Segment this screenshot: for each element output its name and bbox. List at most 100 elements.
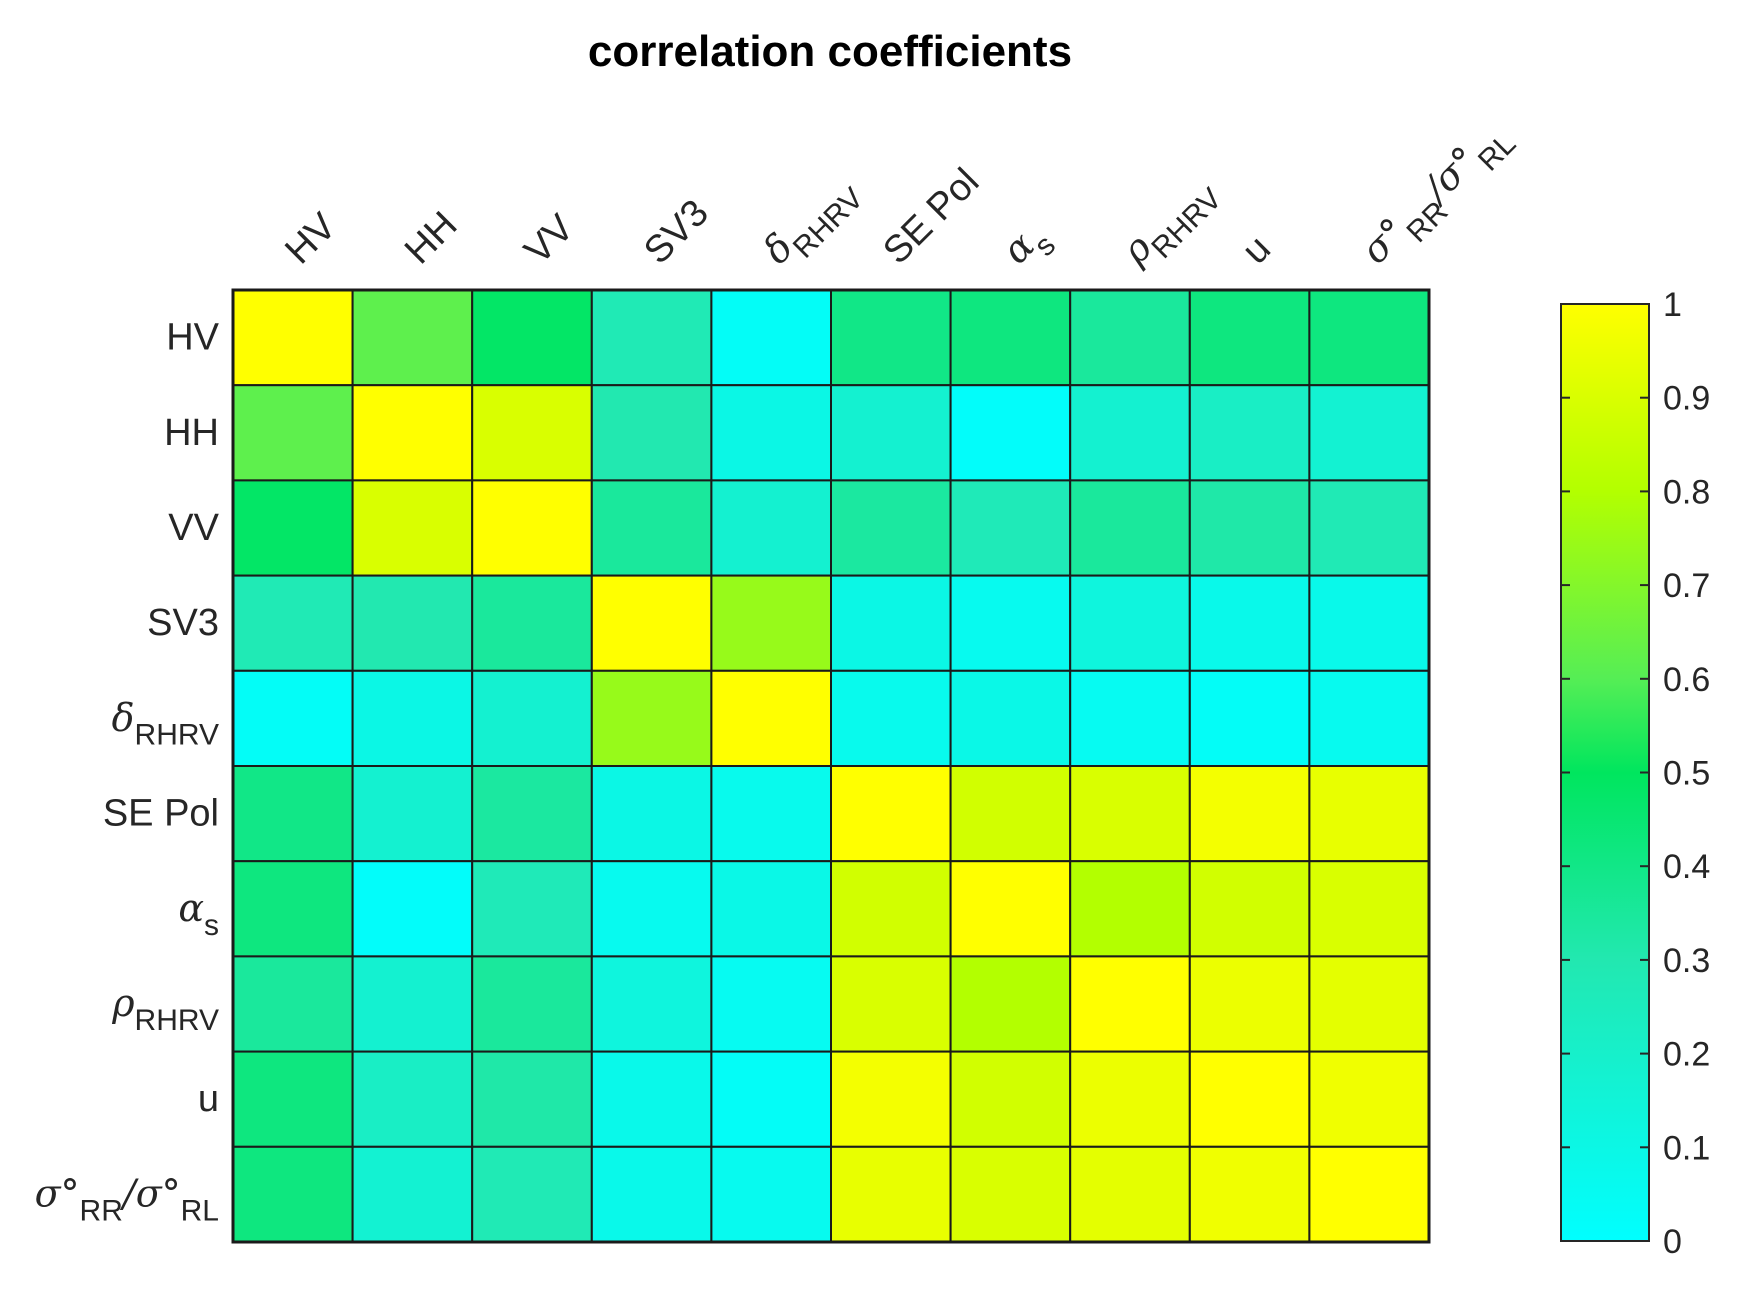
- heatmap-cell: [830, 1145, 952, 1244]
- y-tick-label: u: [198, 1078, 219, 1120]
- y-tick-label: VV: [168, 507, 219, 549]
- heatmap-cell: [710, 384, 833, 482]
- heatmap-cell: [471, 479, 593, 577]
- heatmap-cell: [351, 1050, 474, 1148]
- heatmap-cell: [471, 384, 593, 482]
- heatmap-cell: [710, 765, 833, 863]
- heatmap-cell: [830, 860, 952, 958]
- heatmap-cell: [471, 765, 593, 863]
- heatmap-cell: [590, 1050, 713, 1148]
- heatmap-cell: [1308, 1050, 1431, 1148]
- heatmap-cell: [351, 289, 474, 387]
- heatmap-cell: [830, 289, 952, 387]
- colorbar: [1560, 303, 1650, 1242]
- heatmap-cell: [232, 1050, 354, 1148]
- heatmap-cell: [710, 574, 833, 672]
- heatmap-cell: [1308, 289, 1431, 387]
- heatmap-cell: [949, 765, 1072, 863]
- heatmap-cell: [1308, 574, 1431, 672]
- y-axis-tick-labels: HV HH VV SV3 δRHRV SE Pol αs ρRHRV u σ°RR/σ°RL: [35, 317, 220, 1228]
- heatmap-cell: [590, 1145, 713, 1244]
- heatmap-cell: [471, 1050, 593, 1148]
- heatmap-cell: [232, 289, 354, 387]
- heatmap-cell: [471, 669, 593, 767]
- heatmap-cell: [1188, 479, 1311, 577]
- heatmap-cell: [1069, 765, 1191, 863]
- heatmap-cell: [1308, 955, 1431, 1053]
- heatmap-cell: [1069, 669, 1191, 767]
- colorbar-tick-label: 1: [1663, 286, 1682, 324]
- heatmap-cell: [1188, 1145, 1311, 1244]
- heatmap-cell: [351, 860, 474, 958]
- heatmap-cell: [232, 860, 354, 958]
- heatmap-cell: [710, 289, 833, 387]
- heatmap-cell: [1188, 289, 1311, 387]
- heatmap-cell: [710, 669, 833, 767]
- heatmap-cell: [351, 955, 474, 1053]
- x-axis-tick-labels: HV HH VV SV3 δRHRV SE Pol αs ρRHRV u σ°RR/σ°RL: [277, 127, 1522, 282]
- heatmap-cell: [351, 1145, 474, 1244]
- y-tick-label: σ°RR/σ°RL: [35, 1171, 219, 1227]
- y-tick-label: HV: [166, 317, 219, 359]
- heatmap-cell: [1308, 860, 1431, 958]
- heatmap-cell: [590, 289, 713, 387]
- heatmap-cell: [710, 479, 833, 577]
- heatmap-cell: [1308, 479, 1431, 577]
- heatmap-cell: [471, 574, 593, 672]
- heatmap-cell: [1188, 860, 1311, 958]
- x-tick-label: ρRHRV: [1113, 166, 1229, 282]
- heatmap-cell: [1069, 384, 1191, 482]
- heatmap-cell: [232, 765, 354, 863]
- heatmap-cell: [949, 479, 1072, 577]
- colorbar-tick-label: 0.1: [1663, 1129, 1710, 1167]
- heatmap-cell: [830, 669, 952, 767]
- heatmap-cell: [351, 479, 474, 577]
- heatmap-cell: [1308, 1145, 1431, 1244]
- colorbar-tick-label: 0.7: [1663, 567, 1710, 605]
- heatmap-cell: [1308, 765, 1431, 863]
- heatmap-cell: [1188, 1050, 1311, 1148]
- heatmap-cell: [1188, 955, 1311, 1053]
- x-tick-label: u: [1234, 228, 1279, 273]
- x-tick-label: SV3: [636, 192, 716, 272]
- heatmap-cell: [830, 765, 952, 863]
- heatmap-cell: [232, 574, 354, 672]
- colorbar-ticks: 0 0.1 0.2 0.3 0.4 0.5 0.6 0.7 0.8 0.9 1: [1561, 286, 1710, 1261]
- heatmap-cell: [1069, 289, 1191, 387]
- heatmap-cell: [351, 765, 474, 863]
- y-tick-label: αs: [178, 886, 219, 942]
- heatmap-cell: [1069, 860, 1191, 958]
- x-tick-label: HV: [277, 205, 344, 272]
- heatmap-cell: [471, 860, 593, 958]
- heatmap-cell: [710, 1050, 833, 1148]
- heatmap-cell: [1188, 669, 1311, 767]
- heatmap-cell: [471, 955, 593, 1053]
- heatmap-cell: [232, 669, 354, 767]
- heatmap-cell: [590, 860, 713, 958]
- heatmap-cell: [1069, 955, 1191, 1053]
- colorbar-tick-label: 0.9: [1663, 380, 1710, 418]
- heatmap-cell: [232, 1145, 354, 1244]
- heatmap-cell: [590, 479, 713, 577]
- heatmap-cell: [351, 574, 474, 672]
- heatmap-cell: [1188, 765, 1311, 863]
- heatmap-cell: [830, 1050, 952, 1148]
- heatmap-cell: [1308, 384, 1431, 482]
- heatmap-cell: [710, 955, 833, 1053]
- heatmap-cell: [710, 860, 833, 958]
- x-tick-label: HH: [397, 204, 466, 273]
- colorbar-tick-label: 0.2: [1663, 1036, 1710, 1074]
- heatmap-cell: [1188, 574, 1311, 672]
- y-tick-label: HH: [164, 412, 219, 454]
- heatmap-cell: [351, 384, 474, 482]
- x-tick-label: αs: [994, 212, 1062, 280]
- x-tick-label: δRHRV: [754, 165, 870, 281]
- colorbar-tick-label: 0: [1663, 1223, 1682, 1261]
- colorbar-tick-label: 0.4: [1663, 848, 1710, 886]
- heatmap-cell: [351, 669, 474, 767]
- heatmap-cell: [830, 479, 952, 577]
- heatmap-cell: [949, 669, 1072, 767]
- y-tick-label: SV3: [147, 602, 219, 644]
- colorbar-tick-label: 0.5: [1663, 755, 1710, 793]
- heatmap-cell: [590, 669, 713, 767]
